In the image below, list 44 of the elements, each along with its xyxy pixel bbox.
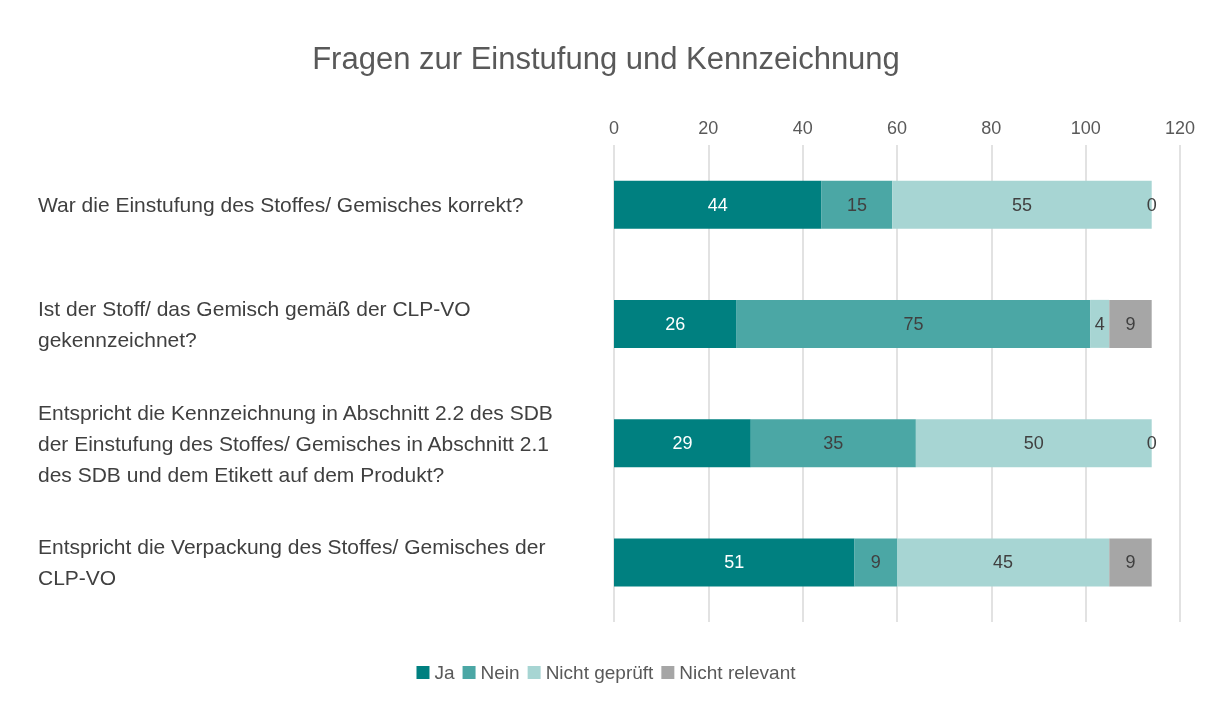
legend-label: Nein <box>480 662 520 683</box>
bar <box>1109 299 1152 348</box>
data-label: 51 <box>724 552 745 573</box>
x-tick-label: 60 <box>886 118 908 138</box>
y-tick-label: Entspricht die Verpackung des Stoffes/ Gemisches der CLP-VO <box>38 535 552 590</box>
data-label: 0 <box>1146 194 1157 215</box>
x-tick-label: 40 <box>792 118 813 138</box>
bar <box>1109 538 1152 587</box>
bar <box>614 180 822 229</box>
bar <box>854 538 897 587</box>
data-label: 75 <box>903 313 924 334</box>
data-label: 9 <box>1125 552 1136 573</box>
data-label: 4 <box>1094 313 1105 334</box>
data-label: 29 <box>672 433 693 454</box>
bar <box>614 299 737 348</box>
bar <box>736 299 1091 348</box>
bar <box>614 538 855 587</box>
data-label: 45 <box>993 552 1014 573</box>
chart-title: Fragen zur Einstufung und Kennzeichnung <box>312 41 900 76</box>
bar <box>897 538 1110 587</box>
data-label: 9 <box>870 552 881 573</box>
legend-label: Nicht geprüft <box>545 662 655 683</box>
bar <box>750 419 916 468</box>
data-label: 44 <box>707 194 728 215</box>
y-tick-label: Entspricht die Kennzeichnung in Abschnitt 2.2 des SDB der Einstufung des Stoffes/ Gemisches in Abschnitt 2.1 des SDB und dem Etikett auf dem Produkt? <box>38 400 559 486</box>
x-tick-label: 0 <box>608 118 620 138</box>
x-tick-label: 80 <box>981 118 1002 138</box>
x-tick-label: 20 <box>698 118 719 138</box>
legend-label: Nicht relevant <box>679 662 797 683</box>
data-label: 35 <box>823 433 844 454</box>
data-label: 55 <box>1011 194 1033 215</box>
legend-label: Ja <box>434 662 455 683</box>
x-tick-label: 120 <box>1164 118 1196 138</box>
data-label: 26 <box>665 313 686 334</box>
x-tick-label: 100 <box>1070 118 1101 138</box>
y-tick-label: Ist der Stoff/ das Gemisch gemäß der CLP-VO gekennzeichnet? <box>38 296 477 351</box>
bar <box>821 180 893 229</box>
bar <box>614 419 751 468</box>
data-label: 15 <box>846 194 867 215</box>
data-label: 50 <box>1023 433 1044 454</box>
bar <box>1090 299 1110 348</box>
data-label: 0 <box>1146 433 1157 454</box>
data-label: 9 <box>1125 313 1136 334</box>
y-tick-label: War die Einstufung des Stoffes/ Gemisches korrekt? <box>38 193 524 217</box>
